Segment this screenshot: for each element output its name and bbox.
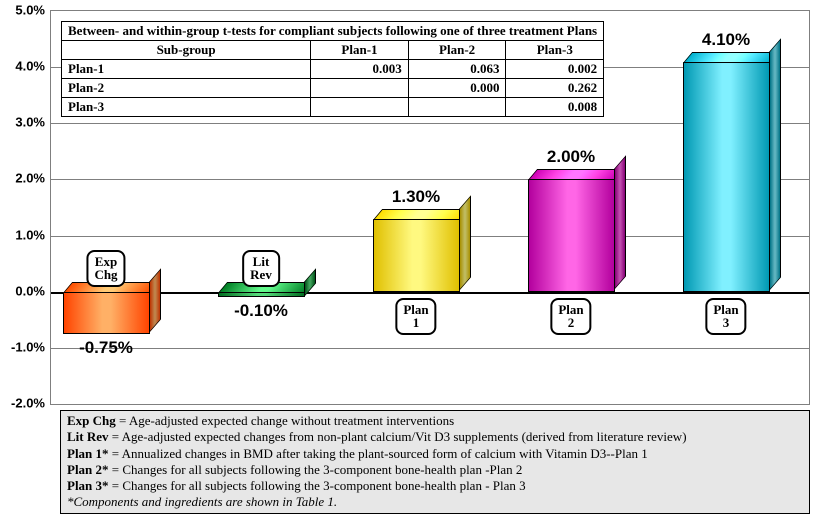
- bar-plan1: [373, 219, 460, 292]
- y-tick-label: 4.0%: [0, 59, 45, 74]
- category-label-plan2: Plan2: [550, 298, 591, 335]
- category-label-exp_chg: ExpChg: [86, 250, 125, 287]
- inset-col-plan1: Plan-1: [311, 41, 409, 60]
- inset-col-plan2: Plan-2: [408, 41, 506, 60]
- value-label-lit_rev: -0.10%: [234, 301, 288, 321]
- zero-line: [51, 292, 809, 294]
- table-row: Plan-1 0.003 0.063 0.002: [62, 60, 604, 79]
- inset-ttest-table: Between- and within-group t-tests for co…: [61, 21, 604, 117]
- y-tick-label: 5.0%: [0, 3, 45, 18]
- y-tick-label: 3.0%: [0, 115, 45, 130]
- inset-col-sub-group: Sub-group: [62, 41, 311, 60]
- value-label-plan1: 1.30%: [392, 187, 440, 207]
- chart-plot-area: -0.75% ExpChg -0.10% LitRev 1.30% Plan1 2.00% P…: [50, 10, 810, 405]
- inset-col-plan3: Plan-3: [506, 41, 604, 60]
- category-label-lit_rev: LitRev: [242, 250, 280, 287]
- footnote-line: Plan 1* = Annualized changes in BMD afte…: [67, 446, 803, 462]
- table-row: Plan-3 0.008: [62, 98, 604, 117]
- table-row: Plan-2 0.000 0.262: [62, 79, 604, 98]
- value-label-plan2: 2.00%: [547, 147, 595, 167]
- value-label-plan3: 4.10%: [702, 30, 750, 50]
- value-label-exp_chg: -0.75%: [79, 338, 133, 358]
- inset-table-title: Between- and within-group t-tests for co…: [62, 22, 604, 41]
- y-tick-label: 2.0%: [0, 171, 45, 186]
- footnotes-box: Exp Chg = Age-adjusted expected change w…: [60, 410, 810, 514]
- category-label-plan1: Plan1: [395, 298, 436, 335]
- footnote-star-note: *Components and ingredients are shown in…: [67, 494, 803, 510]
- category-label-plan3: Plan3: [705, 298, 746, 335]
- bar-exp_chg: [63, 292, 150, 334]
- footnote-line: Exp Chg = Age-adjusted expected change w…: [67, 413, 803, 429]
- bar-plan3: [683, 62, 770, 292]
- bar-lit_rev: [218, 292, 305, 298]
- y-tick-label: 0.0%: [0, 283, 45, 298]
- y-tick-label: -1.0%: [0, 339, 45, 354]
- bar-plan2: [528, 179, 615, 291]
- y-tick-label: -2.0%: [0, 396, 45, 411]
- footnote-line: Plan 2* = Changes for all subjects follo…: [67, 462, 803, 478]
- footnote-line: Plan 3* = Changes for all subjects follo…: [67, 478, 803, 494]
- footnote-line: Lit Rev = Age-adjusted expected changes …: [67, 429, 803, 445]
- y-tick-label: 1.0%: [0, 227, 45, 242]
- gridline: [51, 348, 809, 349]
